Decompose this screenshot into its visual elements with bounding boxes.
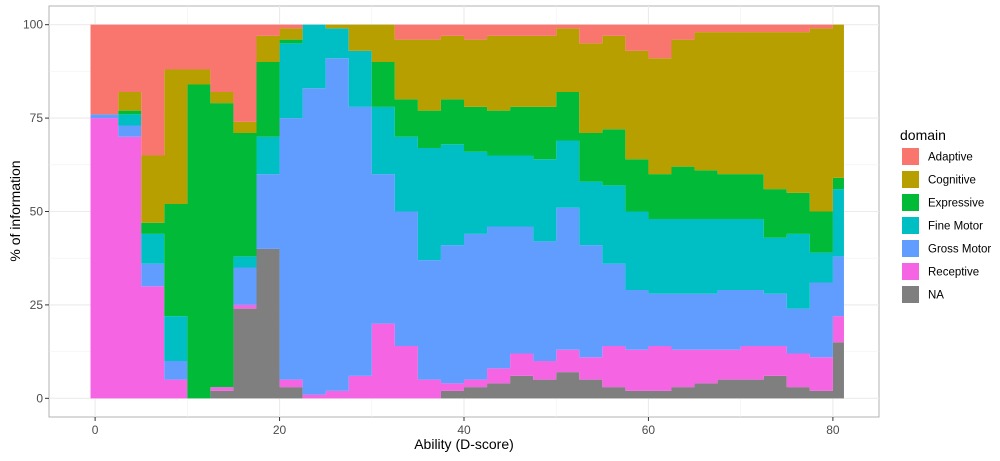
legend-label-gross-motor: Gross Motor: [928, 244, 991, 256]
x-axis-title: Ability (D-score): [414, 436, 514, 452]
x-axis: 0 20 40 60 80: [92, 417, 840, 437]
legend-key-adaptive: [902, 148, 919, 165]
legend: domain Adaptive Cognitive Expressive Fine M…: [900, 127, 991, 303]
area-receptive: [90, 118, 844, 399]
legend-key-gross-motor: [902, 240, 919, 257]
legend-title: domain: [900, 127, 946, 143]
area-adaptive: [90, 24, 844, 156]
y-tick-label: 75: [30, 111, 44, 125]
area-series: [90, 24, 844, 399]
legend-label-fine-motor: Fine Motor: [928, 221, 983, 233]
y-tick-label: 50: [30, 205, 44, 219]
area-cognitive: [90, 24, 844, 223]
y-axis: 0 25 50 75 100: [23, 18, 49, 405]
area-gross-motor: [90, 58, 844, 399]
legend-label-expressive: Expressive: [928, 198, 984, 210]
x-tick-label: 40: [457, 423, 471, 437]
x-tick-label: 20: [273, 423, 287, 437]
legend-label-na: NA: [928, 290, 944, 302]
legend-key-receptive: [902, 263, 919, 280]
y-tick-label: 25: [30, 298, 44, 312]
legend-label-adaptive: Adaptive: [928, 152, 973, 164]
area-na: [90, 248, 844, 399]
x-tick-label: 80: [826, 423, 840, 437]
x-tick-label: 0: [92, 423, 99, 437]
legend-key-expressive: [902, 194, 919, 211]
x-tick-label: 60: [642, 423, 656, 437]
legend-key-na: [902, 286, 919, 303]
legend-label-receptive: Receptive: [928, 267, 979, 279]
legend-label-cognitive: Cognitive: [928, 175, 976, 187]
y-tick-label: 0: [36, 391, 43, 405]
area-expressive: [90, 24, 844, 399]
y-axis-title: % of information: [7, 160, 23, 261]
y-tick-label: 100: [23, 18, 43, 32]
legend-key-cognitive: [902, 171, 919, 188]
legend-key-fine-motor: [902, 217, 919, 234]
area-fine-motor: [90, 24, 844, 399]
